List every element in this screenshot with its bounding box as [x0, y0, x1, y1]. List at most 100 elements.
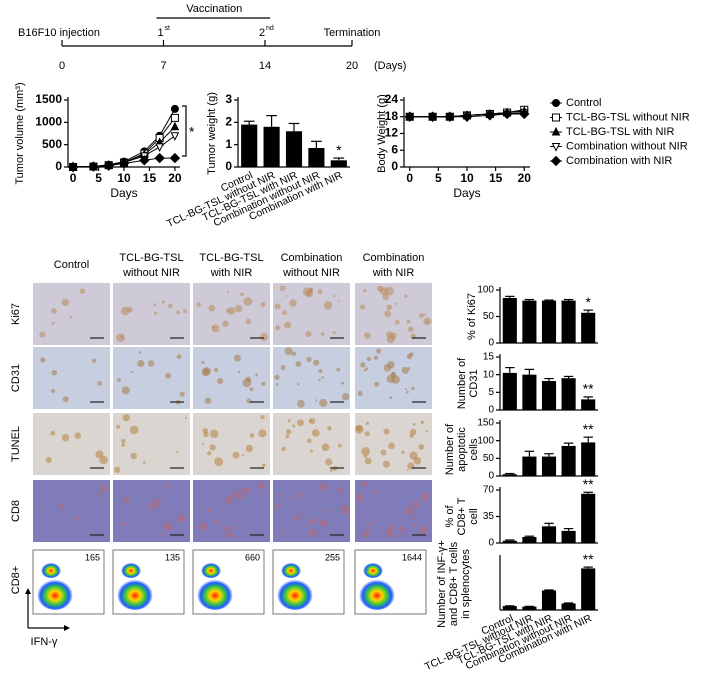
stain — [211, 324, 220, 333]
y-axis-label: Tumor volume (mm³) — [14, 82, 26, 184]
vaccination-label: Vaccination — [186, 3, 242, 15]
stain — [143, 461, 146, 464]
stain — [51, 369, 58, 376]
flow-cluster — [37, 578, 73, 610]
stain — [162, 522, 170, 530]
stain — [401, 366, 409, 374]
stain — [51, 308, 57, 314]
stain — [320, 332, 325, 336]
stain — [297, 383, 300, 386]
stain — [406, 319, 411, 324]
y-tick-label: 150 — [477, 418, 494, 429]
stain — [323, 300, 333, 310]
stain — [202, 367, 211, 376]
column-header: Combination — [281, 252, 343, 264]
data-point — [404, 111, 415, 122]
stain — [207, 451, 212, 456]
stain — [289, 299, 297, 307]
stain — [116, 424, 121, 429]
stain — [225, 495, 234, 505]
event-label: B16F10 injection — [18, 27, 100, 39]
legend-marker — [552, 99, 560, 107]
stain — [161, 300, 165, 304]
x-axis-label: Days — [110, 186, 137, 200]
stain — [51, 321, 55, 325]
stain — [394, 302, 397, 306]
stain — [147, 360, 155, 367]
flow-cluster — [41, 562, 61, 578]
stain — [366, 522, 371, 527]
stain — [79, 288, 86, 294]
flow-cluster — [359, 578, 395, 610]
data-point — [169, 152, 181, 164]
stain — [357, 390, 363, 396]
event-label: Termination — [324, 27, 381, 39]
y-tick-label: 18 — [385, 109, 399, 123]
y-axis-label: % of Ki67 — [466, 293, 478, 340]
stain — [99, 455, 108, 465]
stain — [318, 378, 321, 382]
legend-marker — [550, 155, 562, 167]
arrow-head — [25, 588, 31, 594]
stain — [319, 398, 328, 407]
stain — [285, 429, 292, 435]
stain — [404, 294, 408, 298]
significance-mark: ** — [583, 381, 594, 397]
y-tick-label: 50 — [483, 311, 495, 322]
stain — [222, 525, 228, 531]
row-label: TUNEL — [10, 426, 22, 462]
row-label: CD31 — [10, 364, 22, 392]
stain — [327, 426, 332, 431]
stain — [282, 310, 287, 316]
stain — [131, 370, 134, 374]
stain — [214, 457, 224, 467]
stain — [325, 458, 333, 466]
row-label: CD8 — [10, 500, 22, 522]
stain — [246, 398, 252, 404]
y-axis-label: cell — [468, 508, 480, 525]
stain — [293, 515, 297, 519]
stain — [386, 304, 393, 311]
stain — [275, 325, 281, 331]
y-tick-label: 10 — [483, 369, 495, 380]
legend-marker — [552, 113, 560, 122]
stain — [366, 356, 372, 362]
y-tick-label: 6 — [391, 142, 398, 156]
stain — [409, 428, 417, 436]
y-tick-label: 2 — [225, 115, 232, 129]
flow-count: 255 — [325, 552, 340, 562]
stain — [285, 294, 288, 297]
stain — [240, 487, 249, 496]
legend-label: Combination without NIR — [566, 140, 688, 152]
stain — [340, 505, 350, 515]
stain — [114, 466, 121, 474]
stain — [419, 313, 424, 318]
x-tick-label: 15 — [143, 171, 157, 185]
y-tick-label: 50 — [483, 453, 495, 464]
bar — [241, 124, 258, 167]
y-axis-label: and CD8+ T cells — [448, 541, 460, 626]
stain — [405, 506, 415, 515]
flow-cluster — [117, 578, 153, 610]
bar — [581, 399, 596, 410]
stain — [234, 305, 243, 313]
y-axis-label: apoptotic — [456, 427, 468, 472]
micrograph — [33, 480, 110, 542]
data-point — [155, 143, 164, 153]
stain — [120, 438, 126, 444]
stain — [50, 430, 56, 436]
y-tick-label: 3 — [225, 92, 232, 106]
y-tick-label: 0 — [391, 159, 398, 173]
event-label-sup: nd — [266, 25, 274, 32]
flow-cluster — [363, 562, 383, 578]
stain — [408, 326, 414, 333]
stain — [229, 524, 235, 530]
stain — [257, 481, 266, 490]
timeline-tick-label: 14 — [259, 60, 271, 72]
stain — [95, 494, 99, 498]
stain — [245, 376, 252, 383]
flow-x-label: IFN-γ — [31, 636, 58, 648]
x-axis-label: Days — [453, 186, 480, 200]
data-point — [427, 111, 438, 122]
stain — [226, 308, 231, 313]
